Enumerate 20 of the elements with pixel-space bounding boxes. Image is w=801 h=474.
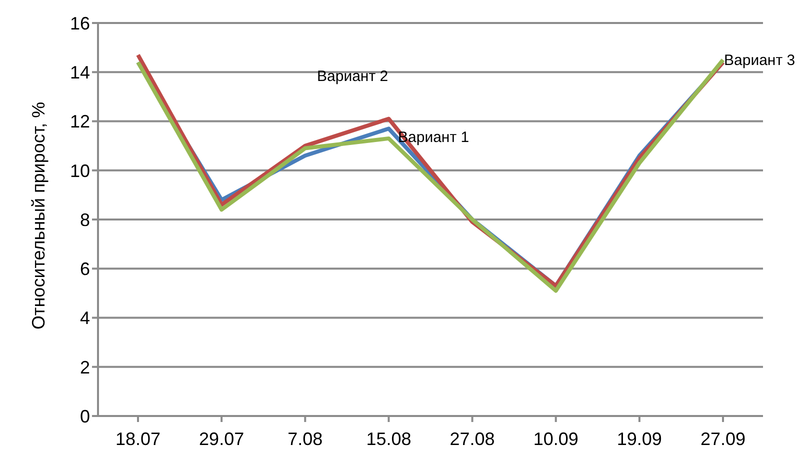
x-tick-label: 18.07: [115, 428, 161, 449]
y-tick-label: 10: [70, 160, 90, 181]
x-tick-label: 29.07: [199, 428, 244, 449]
x-tick-label: 27.09: [700, 428, 746, 449]
y-tick-label: 0: [80, 406, 90, 426]
x-tick-label: 15.08: [366, 428, 412, 449]
y-tick-label: 2: [80, 357, 90, 378]
y-tick-label: 12: [70, 112, 90, 132]
y-tick-label: 14: [70, 62, 90, 83]
y-tick-label: 6: [80, 259, 90, 280]
y-tick-label: 8: [80, 210, 90, 230]
annotation: Вариант 2: [317, 68, 388, 85]
x-tick-label: 27.08: [450, 428, 495, 449]
x-tick-label: 7.08: [288, 428, 323, 449]
x-tick-label: 10.09: [533, 428, 578, 449]
annotation: Вариант 3: [724, 52, 796, 69]
y-tick-label: 4: [80, 308, 90, 328]
y-axis-title: Относительный прирост, %: [28, 102, 48, 330]
y-tick-label: 16: [70, 13, 90, 34]
x-tick-label: 19.09: [616, 428, 662, 449]
